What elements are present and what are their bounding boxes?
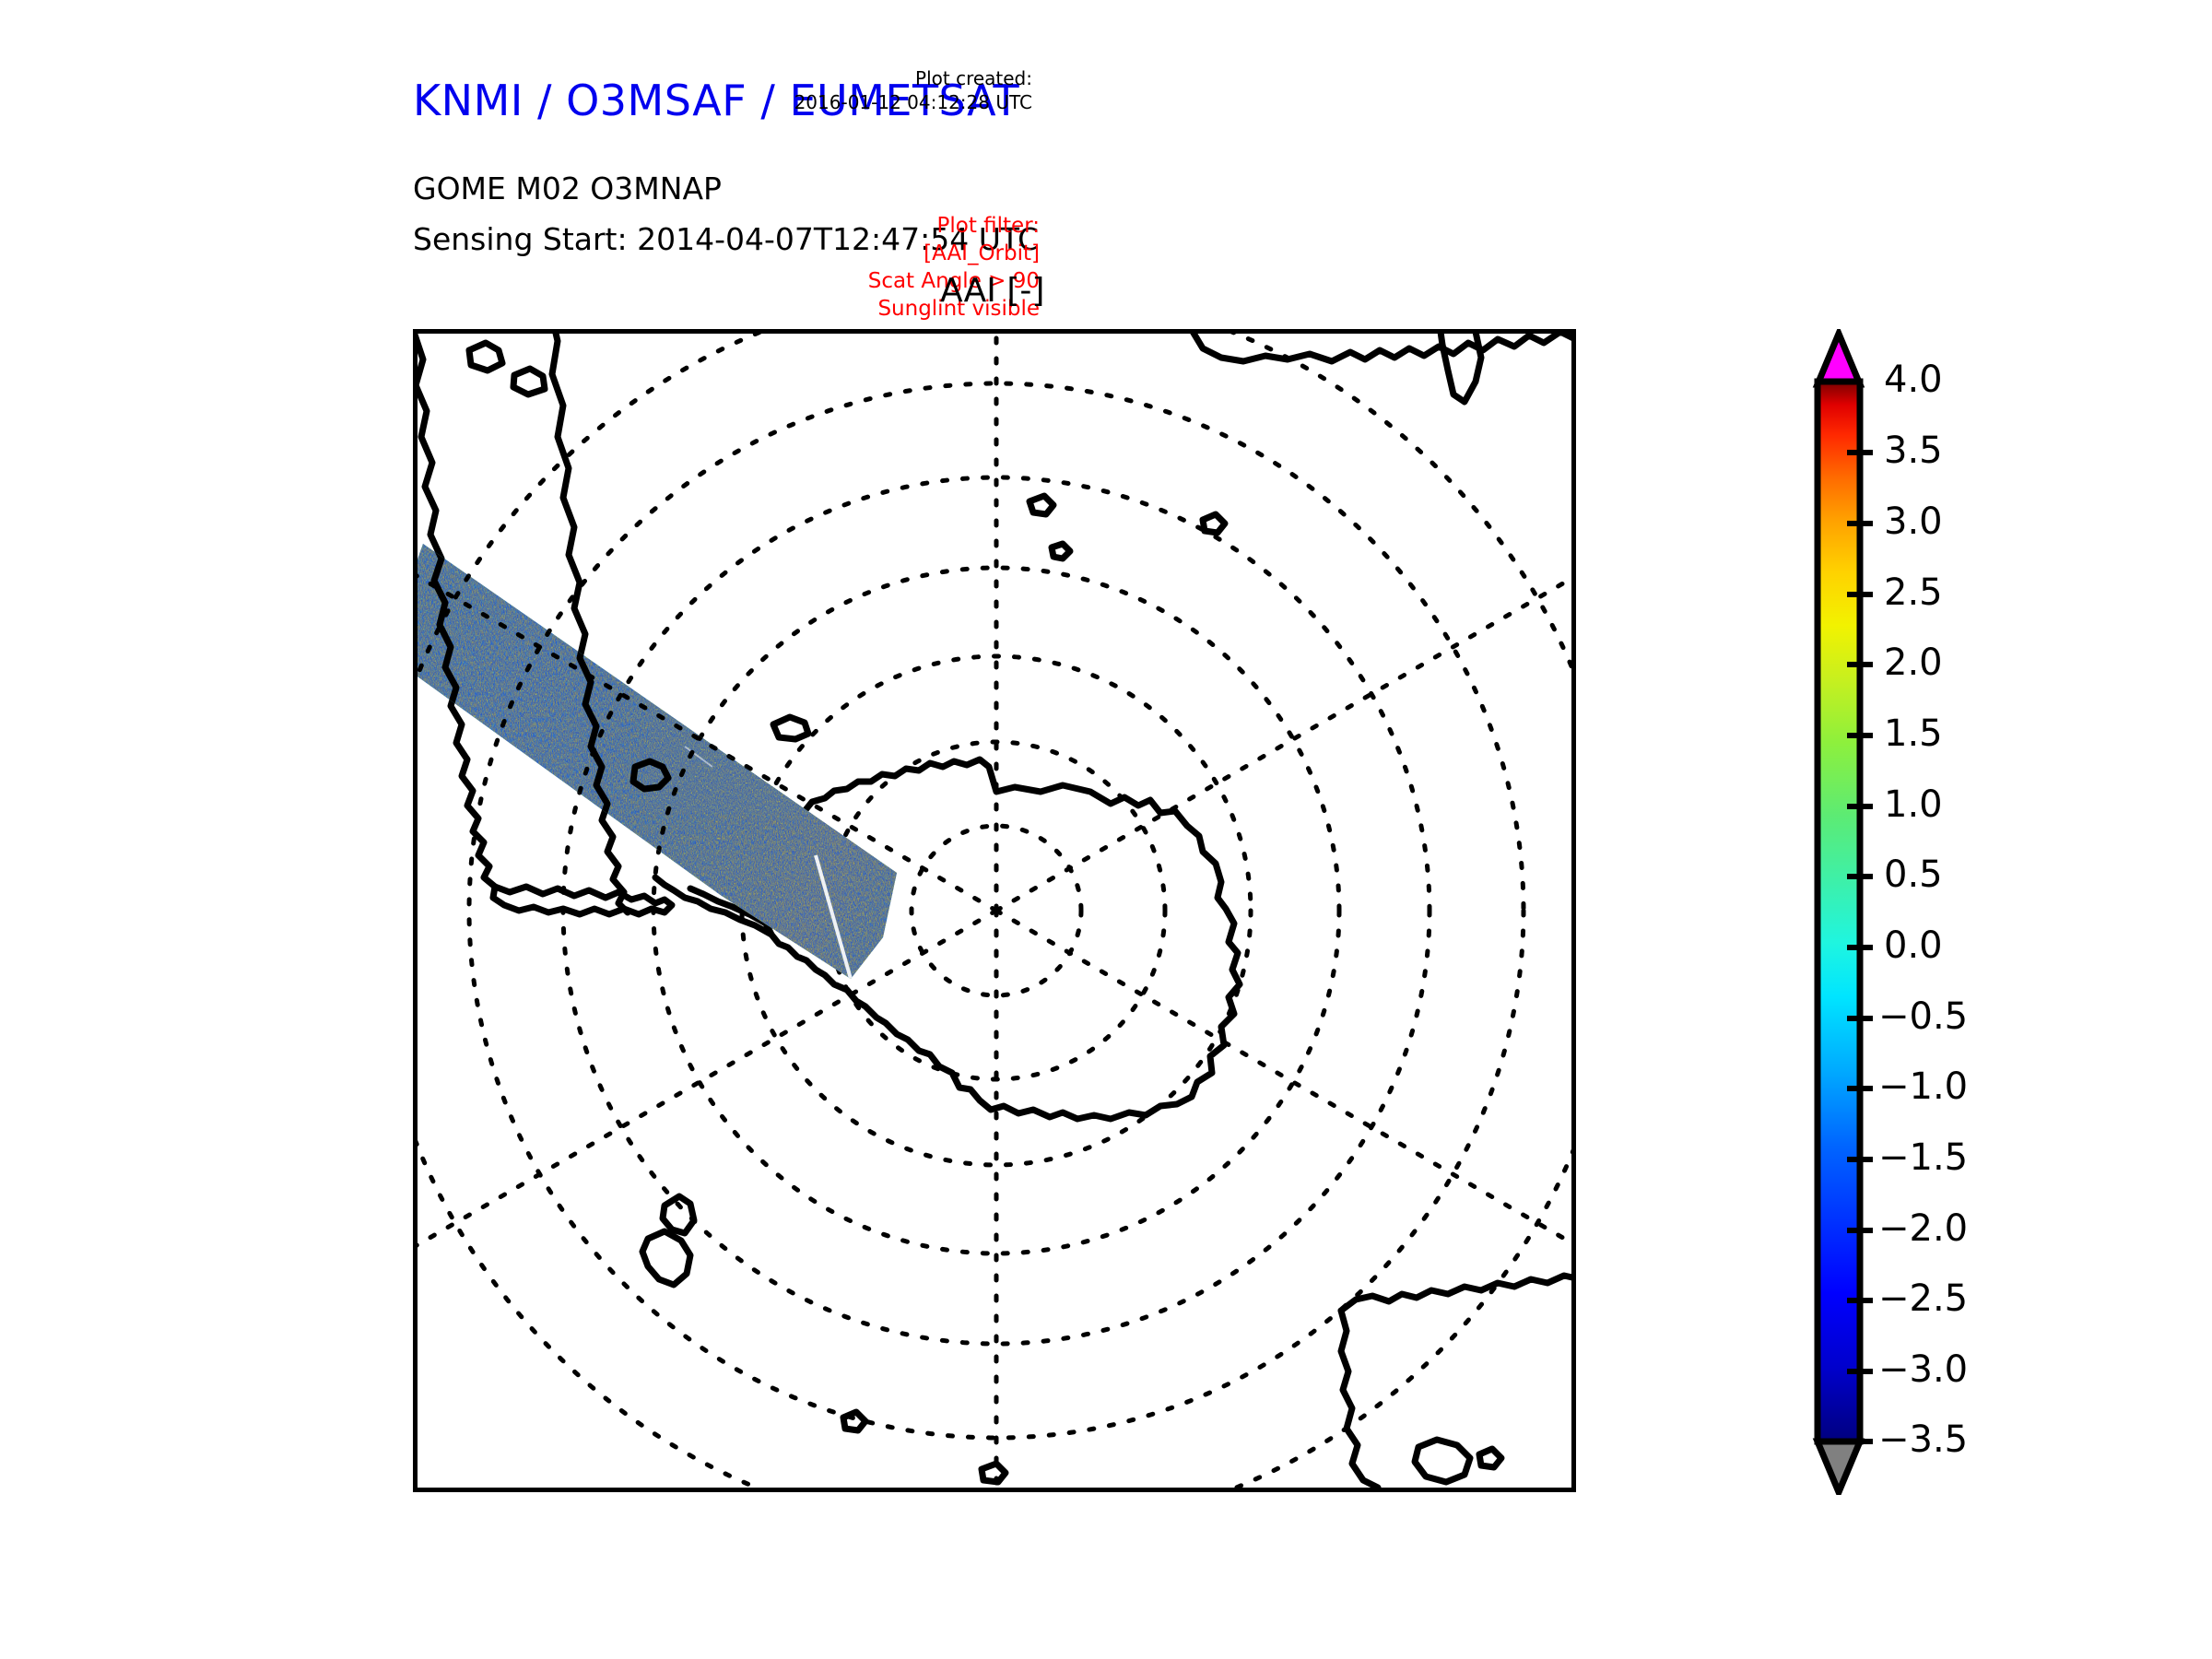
colorbar-tick-label: 4.0 [1884, 359, 1943, 401]
coastline-south-georgia [770, 713, 812, 743]
plot-filter-line-4: Sunglint visible [877, 297, 1040, 321]
colorbar-tick-label: 2.5 [1884, 571, 1943, 614]
coastline-island-h [978, 1460, 1009, 1486]
organisation-title: KNMI / O3MSAF / EUMETSAT [413, 76, 1020, 125]
plot-filter-line-3: Scat Angle > 90 [867, 269, 1040, 293]
colorbar-tick-labels: 4.0 3.5 3.0 2.5 2.0 1.5 1.0 0.5 0.0 −0.5… [1878, 359, 1968, 1461]
colorbar-tick-label: 0.5 [1884, 853, 1943, 896]
coastline-africa [1190, 334, 1571, 365]
coastline-australia-south [1337, 1307, 1382, 1488]
colorbar-tick-label: −3.0 [1878, 1348, 1968, 1391]
instrument-label: GOME M02 O3MNAP [413, 171, 722, 206]
colorbar-tick-label: −3.5 [1878, 1418, 1968, 1461]
plot-filter-line-2: [AAI_Orbit] [924, 241, 1040, 265]
map-plot-area [413, 329, 1576, 1492]
colorbar-tick-label: −1.5 [1878, 1136, 1968, 1179]
colorbar-over-arrow [1812, 329, 1865, 388]
coastline-madagascar [1437, 334, 1485, 406]
colorbar-tick-label: −2.0 [1878, 1207, 1968, 1250]
colorbar: 4.0 3.5 3.0 2.5 2.0 1.5 1.0 0.5 0.0 −0.5… [1795, 329, 2035, 1495]
plot-created-value: 2016-01-12 04:12:28 UTC [794, 91, 1032, 113]
coastline-island-b [465, 339, 506, 374]
coastline-island-d [1026, 492, 1057, 518]
coastline-island-f [1048, 540, 1074, 562]
coastline-new-zealand-north [659, 1193, 698, 1237]
coastline-island-c [510, 365, 548, 398]
coastline-new-zealand-south [639, 1228, 694, 1288]
colorbar-tick-label: 0.0 [1884, 924, 1943, 967]
coastline-antarctic-peninsula [652, 874, 775, 938]
coastline-tasmania [1411, 1436, 1474, 1486]
colorbar-gradient-bar [1814, 378, 1864, 1445]
colorbar-tick-label: 3.5 [1884, 429, 1943, 472]
coastlines [418, 334, 1571, 1488]
coastline-island-g [840, 1408, 869, 1434]
coastline-australia [1337, 1272, 1571, 1314]
colorbar-tick-label: −0.5 [1878, 995, 1968, 1038]
coastline-antarctica [760, 756, 1243, 1123]
colorbar-ticks [1847, 450, 1873, 1444]
colorbar-tick-label: 2.0 [1884, 641, 1943, 684]
aai-data-swath [418, 544, 897, 979]
colorbar-tick-label: 1.5 [1884, 712, 1943, 755]
colorbar-tick-label: −2.5 [1878, 1277, 1968, 1320]
polar-stereographic-map [418, 334, 1571, 1488]
colorbar-tick-label: 1.0 [1884, 783, 1943, 826]
coastline-peninsula-west [687, 885, 770, 927]
coastline-tasmania-islet [1476, 1445, 1505, 1471]
colorbar-under-arrow [1812, 1438, 1865, 1495]
plot-created-label: Plot created: [915, 67, 1032, 89]
plot-filter-line-1: Plot filter: [936, 214, 1040, 238]
plot-title: AAI [-] [940, 272, 1045, 310]
coastline-tierra-del-fuego [489, 883, 676, 918]
coastline-south-america-east [548, 334, 631, 916]
colorbar-tick-label: 3.0 [1884, 500, 1943, 543]
sensing-start-label: Sensing Start: 2014-04-07T12:47:54 UTC [413, 221, 1040, 257]
colorbar-tick-label: −1.0 [1878, 1065, 1968, 1108]
plot-filter-box: Plot filter: [AAI_Orbit] Scat Angle > 90… [868, 212, 1040, 323]
coastline-island-e [1199, 511, 1229, 536]
colorbar-svg: 4.0 3.5 3.0 2.5 2.0 1.5 1.0 0.5 0.0 −0.5… [1812, 329, 1968, 1495]
